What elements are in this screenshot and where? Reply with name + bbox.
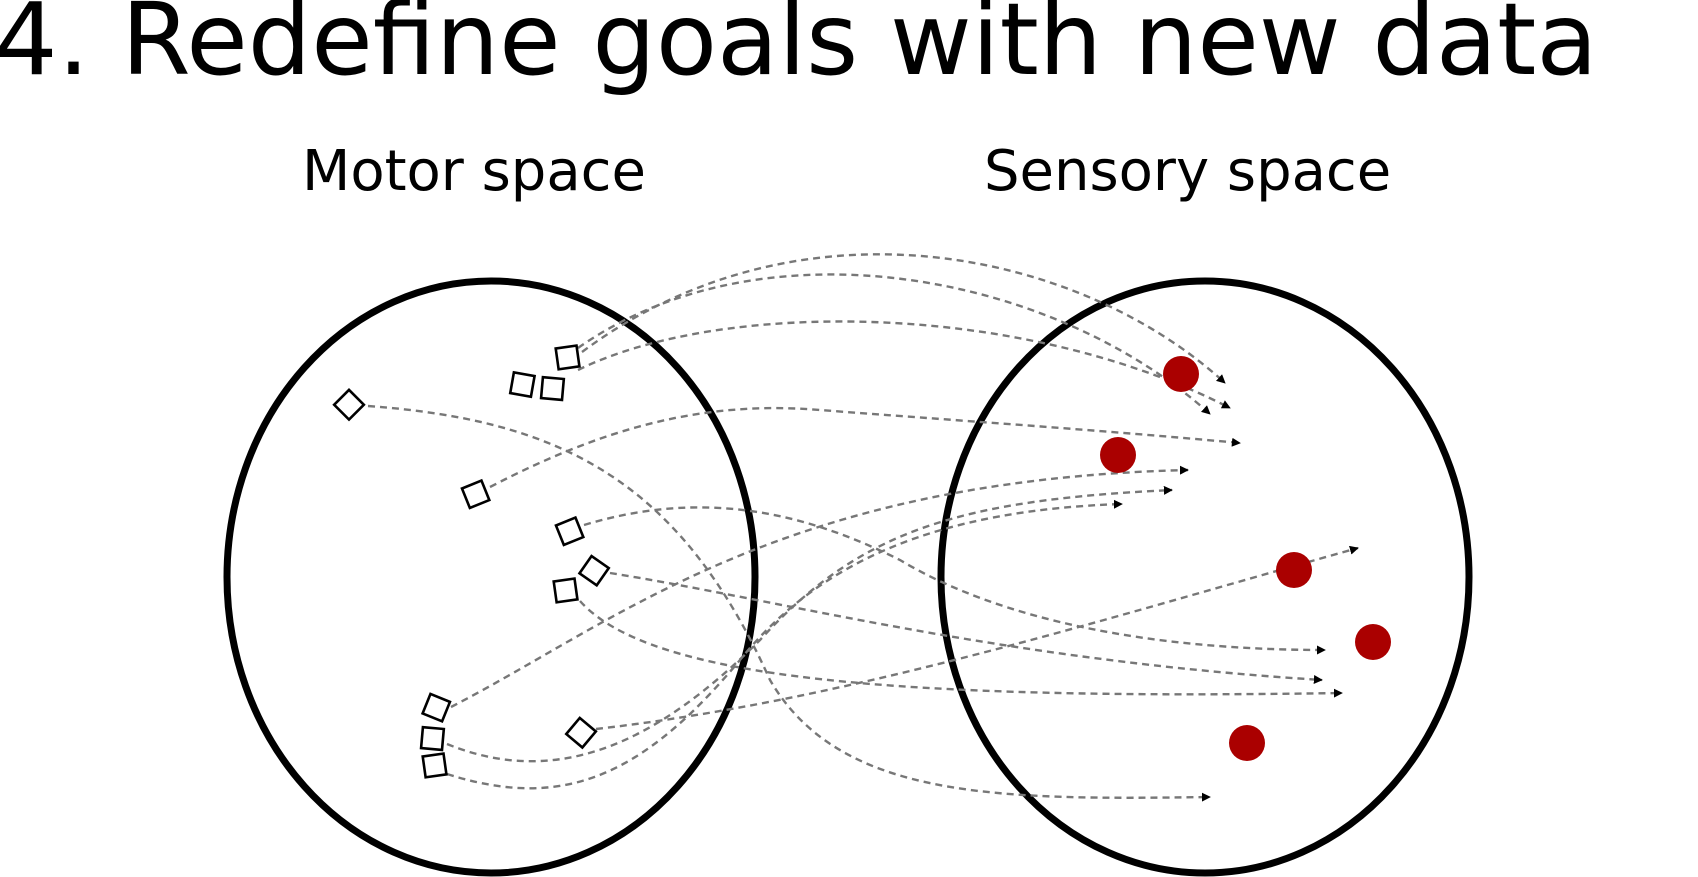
goal-red-dot-icon <box>1355 624 1391 660</box>
mapping-arrow <box>450 465 1189 709</box>
sensory-space-label: Sensory space <box>984 139 1392 204</box>
mapping-arrow <box>609 571 1323 684</box>
goal-red-dot-icon <box>1276 552 1312 588</box>
motor-command-square-icon <box>332 388 366 422</box>
goal-red-dot-icon <box>1100 437 1136 473</box>
sensory-space-ellipse <box>937 277 1473 877</box>
motor-command-square-icon <box>420 692 452 724</box>
motor-command-square-icon <box>539 375 566 402</box>
motor-command-square-icon <box>554 515 586 547</box>
page-title: 4. Redefine goals with new data <box>0 0 1598 98</box>
mapping-arrow <box>577 320 1231 410</box>
mapping-arrow <box>489 406 1241 489</box>
mapping-arrow <box>583 506 1326 655</box>
goal-red-dot-icon <box>1229 725 1265 761</box>
mapping-arrow <box>581 253 1226 384</box>
motor-space-label: Motor space <box>302 139 646 204</box>
motor-command-square-icon <box>508 370 537 399</box>
motor-command-square-icon <box>419 725 446 752</box>
mapping-arrow <box>595 545 1359 731</box>
motor-command-square-icon <box>564 716 598 750</box>
motor-command-square-icon <box>460 478 492 510</box>
mapping-arrow <box>577 273 1211 415</box>
motor-space-ellipse <box>223 277 759 877</box>
motor-command-square-icon <box>421 752 448 779</box>
goal-red-dot-icon <box>1163 356 1199 392</box>
mapping-arrow <box>446 499 1123 790</box>
mapping-arrow <box>367 404 1211 802</box>
motor-command-square-icon <box>552 577 579 604</box>
motor-command-square-icon <box>577 554 611 588</box>
motor-command-square-icon <box>554 344 581 371</box>
mapping-arrow <box>579 600 1343 698</box>
mapping-arrow <box>446 485 1173 763</box>
